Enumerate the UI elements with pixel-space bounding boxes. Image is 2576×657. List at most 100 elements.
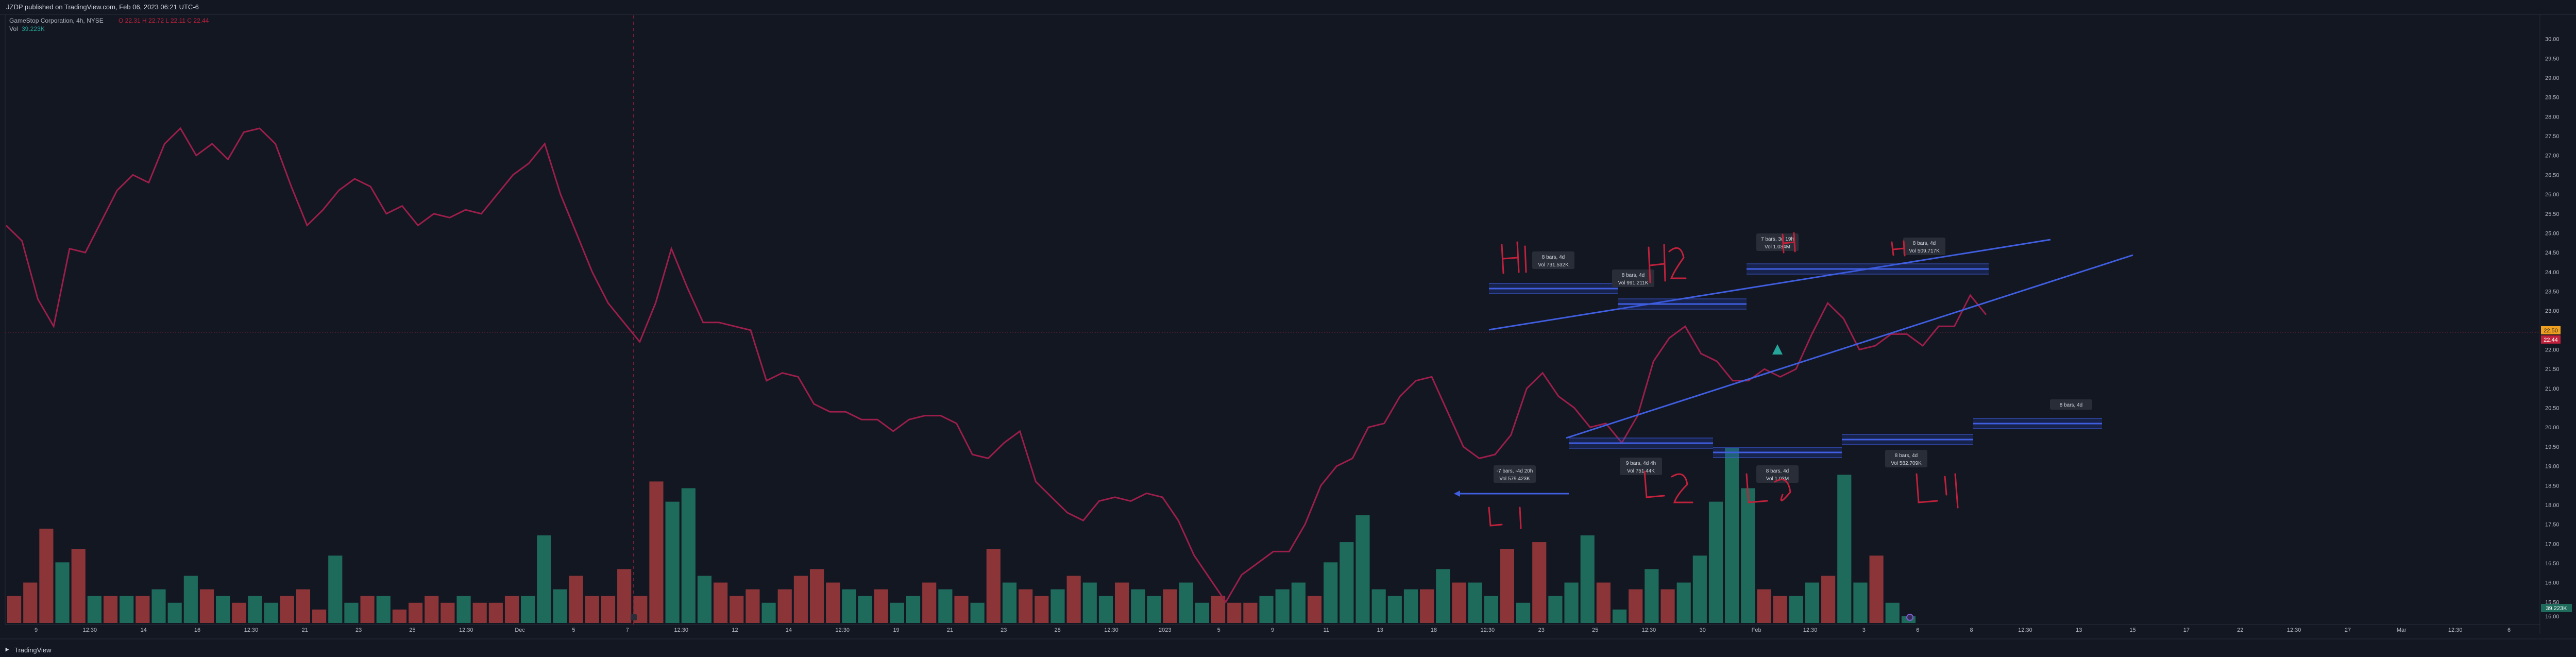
volume-bar: [1436, 569, 1450, 623]
volume-bar: [1773, 596, 1787, 623]
volume-bar: [1580, 535, 1595, 623]
arrow-left-icon: [1454, 491, 1460, 497]
volume-bar: [585, 596, 599, 623]
handwritten-l4: [1916, 473, 1959, 509]
y-tick-label: 21.50: [2545, 366, 2560, 373]
volume-bar: [697, 576, 712, 623]
y-tick-label: 17.50: [2545, 522, 2560, 528]
volume-bar: [1131, 589, 1145, 623]
volume-bar: [649, 481, 664, 623]
y-tick-label: 29.50: [2545, 56, 2560, 62]
x-tick-label: Feb: [1752, 627, 1761, 633]
volume-bar: [1195, 602, 1209, 623]
volume-bar: [1371, 589, 1386, 623]
volume-bar: [87, 596, 101, 623]
y-tick-label: 17.00: [2545, 541, 2560, 547]
x-tick-label: 28: [1054, 627, 1060, 633]
volume-bar: [1082, 582, 1097, 623]
y-tick-label: 24.50: [2545, 250, 2560, 256]
x-tick-label: Mar: [2397, 627, 2406, 633]
volume-bar: [1596, 582, 1611, 623]
measure-label-bars: 8 bars, 4d: [2060, 402, 2082, 408]
handwritten-l3: [1745, 473, 1791, 503]
x-tick-label: 6: [2507, 627, 2511, 633]
x-tick-label: 6: [1916, 627, 1919, 633]
y-tick-label: 18.50: [2545, 483, 2560, 489]
x-tick-label: 21: [947, 627, 953, 633]
volume-bar: [183, 576, 198, 623]
volume-bar: [280, 596, 294, 623]
y-tick-label: 29.00: [2545, 75, 2560, 81]
lower-trendline[interactable]: [1566, 254, 2133, 439]
x-tick-label: 12:30: [1642, 627, 1656, 633]
measure-label-volume: Vol 1.034M: [1765, 244, 1790, 250]
volume-bar: [1612, 609, 1627, 623]
y-tick-label: 23.00: [2545, 308, 2560, 314]
price-line[interactable]: [5, 127, 1987, 604]
x-tick-label: 12:30: [244, 627, 259, 633]
measure-label-volume: Vol 751.44K: [1627, 468, 1655, 474]
y-tick-label: 23.50: [2545, 289, 2560, 295]
x-tick-label: 13: [2076, 627, 2082, 633]
vol-value: 39.223K: [22, 25, 45, 32]
volume-bar: [1741, 488, 1755, 623]
volume-bar: [1708, 501, 1723, 623]
measure-label-bars: 8 bars, 4d: [1542, 255, 1565, 260]
volume-bar: [472, 602, 487, 623]
volume-bar: [954, 596, 969, 623]
event-marker-icon[interactable]: [1906, 614, 1913, 621]
x-tick-label: 3: [1862, 627, 1866, 633]
x-tick-label: 12:30: [1104, 627, 1118, 633]
upper-trendline[interactable]: [1488, 239, 2051, 331]
volume-bar: [1676, 582, 1691, 623]
volume-badge-label: 39.223K: [2546, 605, 2568, 612]
volume-bar: [408, 602, 423, 623]
volume-bar: [151, 589, 166, 623]
volume-bar: [601, 596, 616, 623]
y-tick-label: 19.00: [2545, 464, 2560, 470]
last-price-badge: [2541, 335, 2561, 344]
volume-bar: [199, 589, 214, 623]
volume-bar: [71, 549, 86, 623]
volume-bar: [745, 589, 760, 623]
handwritten-h3: [1782, 232, 1796, 254]
y-tick-label: 28.50: [2545, 95, 2560, 101]
volume-bar: [1163, 589, 1177, 623]
price-badge: [2541, 326, 2561, 334]
measure-label-bars: 9 bars, 4d 4h: [1626, 461, 1656, 466]
measure-label-bars: 7 bars, 3d 19h: [1761, 237, 1794, 242]
symbol-line: GameStop Corporation, 4h, NYSE: [9, 17, 104, 24]
x-tick-label: 12:30: [1481, 627, 1495, 633]
measure-label-bars: 8 bars, 4d: [1622, 273, 1645, 278]
volume-bar: [1147, 596, 1161, 623]
measure-label-box: [1756, 465, 1799, 483]
volume-bar: [1420, 589, 1434, 623]
y-tick-label: 26.50: [2545, 172, 2560, 178]
x-tick-label: 25: [409, 627, 415, 633]
volume-bar: [1019, 589, 1033, 623]
volume-bar: [312, 609, 327, 623]
published-text: JZDP published on TradingView.com, Feb 0…: [6, 3, 199, 11]
volume-bar: [1452, 582, 1466, 623]
x-tick-label: 12:30: [2448, 627, 2463, 633]
measure-label-box: [1756, 233, 1799, 251]
measure-label-volume: Vol 731.532K: [1538, 262, 1569, 268]
volume-bar: [922, 582, 937, 623]
volume-bar: [793, 576, 808, 623]
volume-bar: [360, 596, 375, 623]
x-tick-label: 23: [1538, 627, 1545, 633]
volume-bar: [826, 582, 840, 623]
x-tick-label: 21: [302, 627, 308, 633]
y-tick-label: 28.00: [2545, 114, 2560, 120]
volume-bar: [1066, 576, 1081, 623]
measure-label-box: [1885, 450, 1927, 467]
volume-bar: [777, 589, 792, 623]
event-marker-icon[interactable]: [631, 614, 637, 620]
volume-bar: [986, 549, 1001, 623]
last-price-badge-label: 22.44: [2544, 337, 2558, 343]
y-tick-label: 25.50: [2545, 211, 2560, 217]
measure-label-volume: Vol 1.03M: [1766, 476, 1789, 482]
volume-bar: [7, 596, 22, 623]
volume-bar: [537, 535, 551, 623]
